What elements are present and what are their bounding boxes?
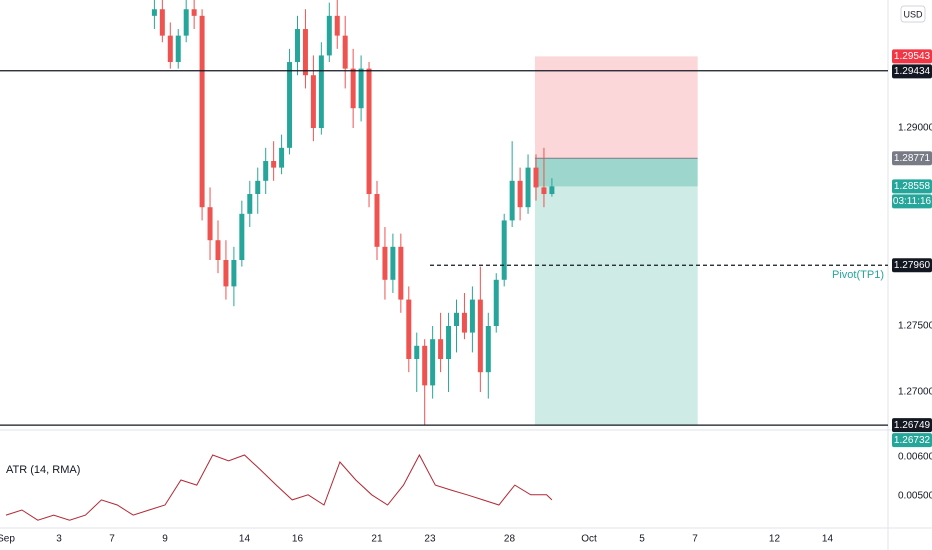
x-tick-label: 28 [504, 534, 516, 545]
y-tick-label: 0.00500 [898, 491, 932, 502]
atr-line [5, 453, 553, 521]
candle-body [453, 312, 459, 326]
countdown: 03:11:16 [893, 196, 932, 207]
y-tick-label: 1.27000 [898, 387, 932, 398]
candle-body [247, 194, 253, 214]
price-label-box [892, 433, 932, 448]
candle-body [501, 220, 507, 280]
x-tick-label: 9 [162, 534, 168, 545]
candle-body [310, 75, 316, 129]
candle-body [358, 68, 364, 109]
price-label-box [892, 64, 932, 79]
x-tick-label: 14 [822, 534, 834, 545]
candle-body [525, 167, 531, 208]
candle-body [398, 246, 404, 300]
main-pane [151, 0, 698, 426]
price-label-box [892, 179, 932, 194]
candle-body [382, 246, 388, 280]
candle-body [541, 187, 547, 195]
candle-body [318, 55, 324, 129]
candle-body [151, 9, 157, 16]
candle-body [533, 167, 539, 188]
price-label: 1.27960 [894, 260, 931, 271]
candle-body [406, 299, 412, 359]
price-label-box [892, 418, 932, 433]
countdown-box [892, 194, 932, 209]
candle-body [159, 9, 165, 36]
candle-body [390, 246, 396, 280]
candle-body [438, 339, 444, 359]
x-tick-label: Sep [0, 534, 15, 545]
x-tick-label: 7 [109, 534, 115, 545]
price-label: 1.29543 [894, 51, 931, 62]
candle-body [255, 180, 261, 195]
candle-body [223, 260, 229, 287]
candle-body [342, 35, 348, 69]
y-tick-label: 1.29000 [898, 123, 932, 134]
candle-body [215, 240, 221, 261]
x-tick-label: 12 [769, 534, 781, 545]
candle-body [469, 299, 475, 333]
indicator-title: ATR (14, RMA) [6, 464, 80, 476]
candle-body [287, 62, 293, 148]
candle-body [294, 29, 300, 63]
x-tick-label: Oct [581, 534, 597, 545]
price-label: 1.26749 [894, 420, 931, 431]
candle-body [549, 186, 555, 195]
price-label: 1.29434 [894, 66, 931, 77]
price-label-box [892, 258, 932, 273]
candle-body [461, 312, 467, 333]
candle-body [199, 15, 205, 208]
x-tick-label: 16 [292, 534, 304, 545]
x-tick-label: 7 [692, 534, 698, 545]
price-label: 1.26732 [894, 435, 931, 446]
candle-body [517, 180, 523, 208]
y-tick-label: 1.27500 [898, 321, 932, 332]
price-label: 1.28558 [894, 181, 931, 192]
stop-zone [534, 56, 698, 159]
candle-body [430, 339, 436, 386]
candle-body [271, 161, 277, 168]
candle-body [334, 15, 340, 36]
candle-body [477, 299, 483, 373]
candle-body [366, 68, 372, 195]
x-tick-label: 3 [56, 534, 62, 545]
candle-body [207, 207, 213, 241]
y-tick-label: 0.00600 [898, 452, 932, 463]
currency-box[interactable] [900, 5, 926, 23]
x-tick-label: 5 [639, 534, 645, 545]
candle-body [414, 345, 420, 359]
candle-body [302, 29, 308, 76]
candle-body [191, 9, 197, 16]
candle-body [239, 213, 245, 261]
x-tick-label: 21 [371, 534, 383, 545]
price-label: 1.28771 [894, 153, 931, 164]
target-zone [534, 158, 698, 426]
candle-body [446, 325, 452, 359]
candle-body [167, 35, 173, 63]
currency: USD [903, 9, 923, 19]
open-pnl-zone [534, 158, 698, 187]
candle-body [263, 161, 269, 181]
x-tick-label: 14 [239, 534, 251, 545]
candle-body [326, 15, 332, 56]
x-tick-label: 23 [424, 534, 436, 545]
price-label-box [892, 49, 932, 64]
candle-body [422, 345, 428, 386]
price-label-box [892, 151, 932, 166]
indicator-pane [5, 453, 553, 521]
line-label: Pivot(TP1) [832, 269, 884, 281]
candle-body [493, 279, 499, 326]
candle-body [485, 325, 491, 373]
candle-body [509, 180, 515, 221]
candle-body [231, 260, 237, 287]
candle-body [374, 194, 380, 247]
candle-body [350, 68, 356, 109]
candle-body [183, 9, 189, 36]
candle-body [175, 35, 181, 63]
candle-body [279, 147, 285, 168]
